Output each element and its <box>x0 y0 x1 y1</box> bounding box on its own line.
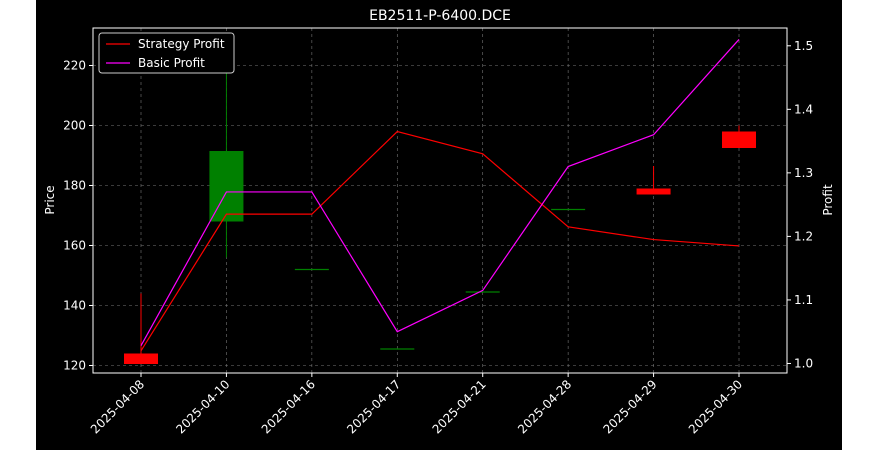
y-right-tick-label: 1.2 <box>794 229 813 243</box>
legend-label-strategy-profit: Strategy Profit <box>138 37 225 51</box>
y-left-tick-label: 140 <box>63 299 86 313</box>
plot-frame <box>92 27 788 374</box>
candle-layer <box>124 68 756 364</box>
candle-body <box>209 151 244 222</box>
chart-title: EB2511-P-6400.DCE <box>369 8 511 24</box>
y-axis-left-label: Price <box>43 185 57 214</box>
line-layer <box>140 39 740 352</box>
candle-body <box>124 353 158 364</box>
y-right-tick-label: 1.4 <box>794 102 813 116</box>
series-line-strategy-profit <box>140 130 740 352</box>
legend-box <box>98 32 235 74</box>
y-right-tick-label: 1.3 <box>794 166 813 180</box>
y-right-tick-label: 1.5 <box>794 39 813 53</box>
series-line-basic-profit <box>140 39 740 346</box>
candle-body <box>636 188 671 195</box>
legend: Strategy Profit Basic Profit <box>98 32 235 74</box>
y-left-tick-label: 160 <box>63 239 86 253</box>
candle-body <box>722 131 756 148</box>
y-left-tick-label: 220 <box>63 59 86 73</box>
y-left-tick-label: 120 <box>63 359 86 373</box>
y-right-tick-label: 1.1 <box>794 293 813 307</box>
y-right-tick-label: 1.0 <box>794 356 813 370</box>
legend-label-basic-profit: Basic Profit <box>138 56 205 70</box>
y-left-tick-label: 200 <box>63 119 86 133</box>
y-axis-right-label: Profit <box>821 184 835 216</box>
y-left-tick-label: 180 <box>63 179 86 193</box>
